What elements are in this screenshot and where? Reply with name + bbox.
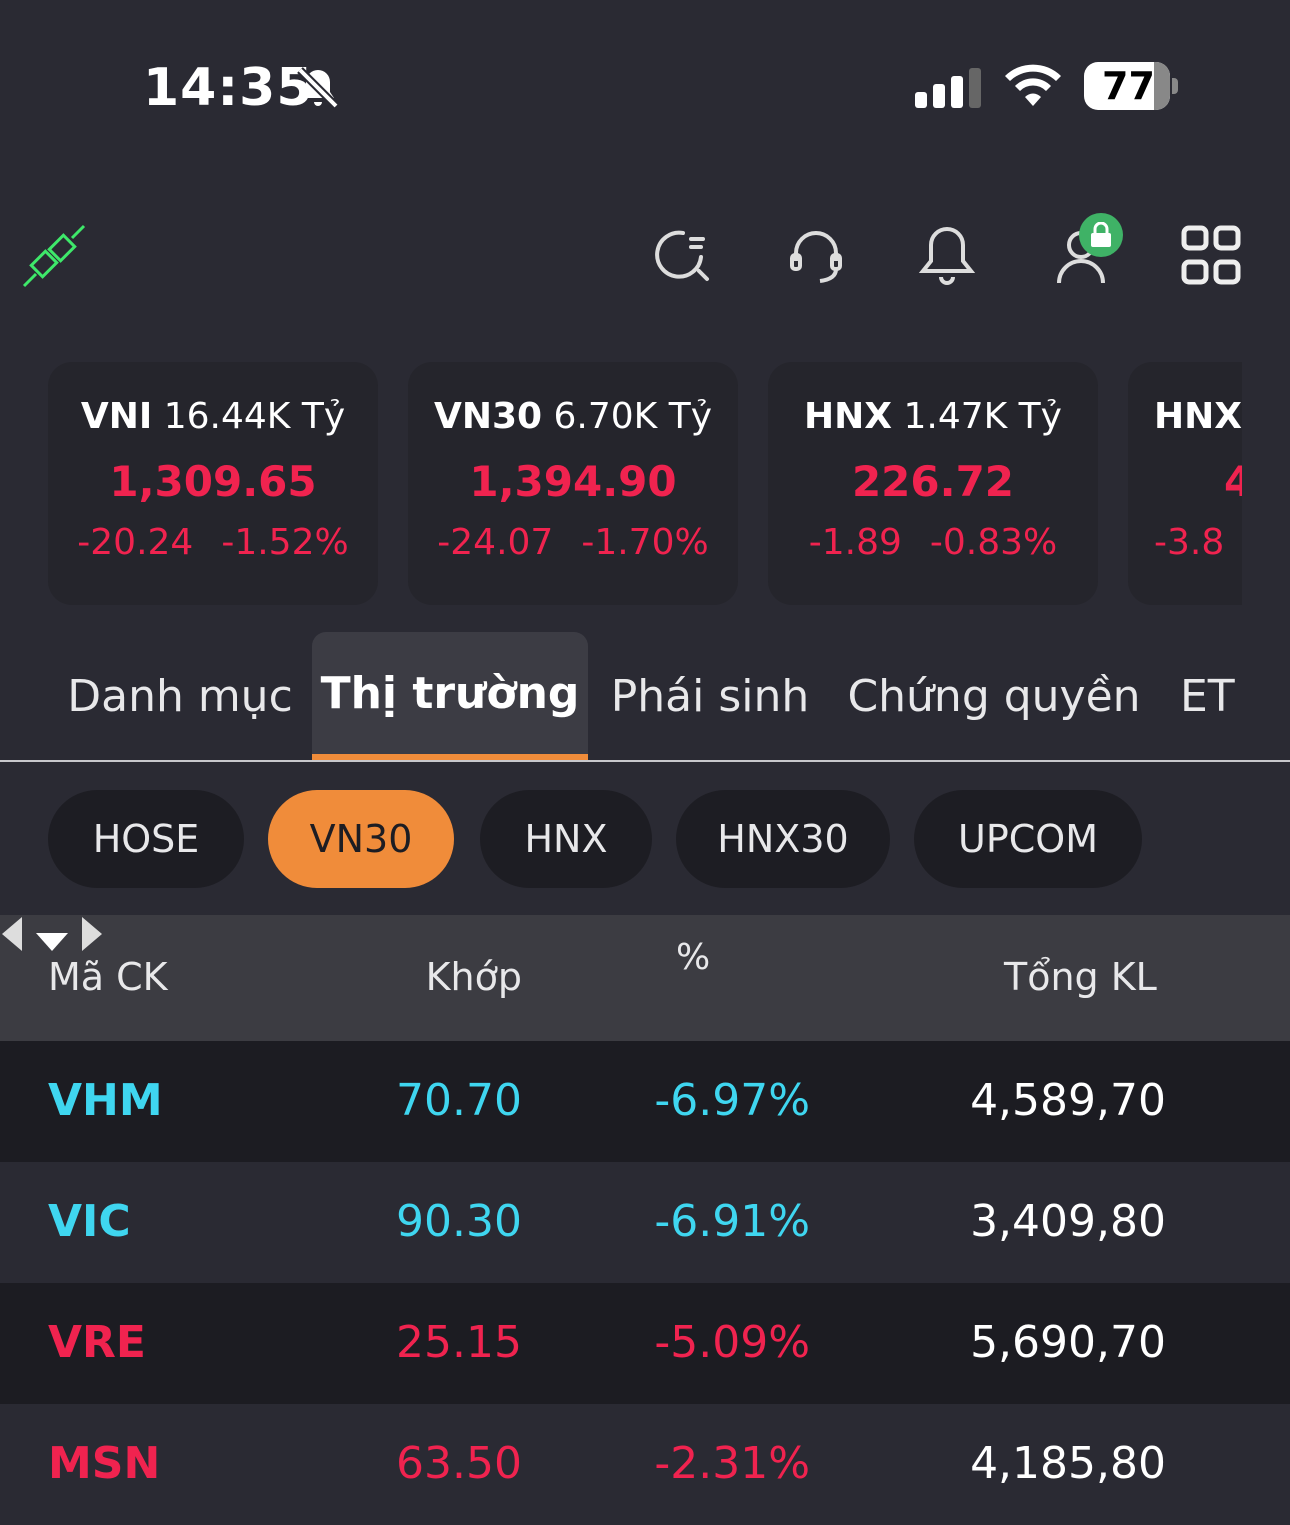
exchange-hose[interactable]: HOSE bbox=[48, 790, 244, 888]
index-card-vn30[interactable]: VN30 6.70K Tỷ 1,394.90 -24.07 -1.70% bbox=[408, 362, 738, 605]
symbol: VHM bbox=[48, 1075, 163, 1126]
symbol: MSN bbox=[48, 1438, 161, 1489]
price: 70.70 bbox=[396, 1075, 522, 1126]
table-header: Mã CK Khớp % Tổng KL bbox=[0, 915, 1290, 1041]
header-volume[interactable]: Tổng KL bbox=[1004, 955, 1157, 999]
index-value: 226.72 bbox=[851, 457, 1015, 506]
battery-cap bbox=[1172, 78, 1178, 94]
exchange-hnx30[interactable]: HNX30 bbox=[676, 790, 890, 888]
notification-bell-icon[interactable] bbox=[914, 222, 980, 288]
index-value: 1,309.65 bbox=[109, 457, 317, 506]
status-time: 14:35 bbox=[143, 58, 314, 118]
previous-column-icon[interactable] bbox=[0, 915, 24, 953]
table-row[interactable]: VRE 25.15 -5.09% 5,690,70 bbox=[0, 1283, 1290, 1404]
index-card-hnx[interactable]: HNX 1.47K Tỷ 226.72 -1.89 -0.83% bbox=[768, 362, 1098, 605]
index-cards-carousel[interactable]: VNI 16.44K Tỷ 1,309.65 -20.24 -1.52% VN30… bbox=[48, 362, 1242, 607]
exchange-hnx[interactable]: HNX bbox=[480, 790, 652, 888]
price: 63.50 bbox=[396, 1438, 522, 1489]
index-change: -24.07 bbox=[437, 522, 554, 563]
price: 90.30 bbox=[396, 1196, 522, 1247]
index-value-traded: 1.47K Tỷ bbox=[903, 396, 1062, 437]
index-change: -3.8 bbox=[1154, 522, 1225, 563]
index-change: -20.24 bbox=[77, 522, 194, 563]
index-name: VN30 bbox=[433, 396, 543, 437]
header-percent[interactable]: % bbox=[676, 937, 711, 978]
percent: -6.97% bbox=[654, 1075, 810, 1126]
percent: -2.31% bbox=[654, 1438, 810, 1489]
price: 25.15 bbox=[396, 1317, 522, 1368]
tab-danh-muc[interactable]: Danh mục bbox=[67, 670, 293, 722]
lock-badge-icon bbox=[1079, 213, 1123, 257]
tab-etf[interactable]: ET bbox=[1180, 670, 1235, 722]
index-name: VNI bbox=[80, 396, 153, 437]
index-value-traded: 16.44K Tỷ bbox=[163, 396, 346, 437]
percent: -6.91% bbox=[654, 1196, 810, 1247]
sort-descending-icon[interactable] bbox=[36, 933, 69, 953]
volume: 3,409,80 bbox=[970, 1196, 1166, 1247]
bell-off-icon bbox=[297, 67, 339, 109]
index-percent: -1.70% bbox=[581, 522, 709, 563]
index-percent: -1.52% bbox=[221, 522, 349, 563]
index-value-traded: 6.70K Tỷ bbox=[553, 396, 713, 437]
index-name: HNX bbox=[804, 396, 893, 437]
exchange-vn30[interactable]: VN30 bbox=[268, 790, 454, 888]
header-match[interactable]: Khớp bbox=[425, 955, 522, 999]
main-tabs: Danh mục Thị trường Phái sinh Chứng quyề… bbox=[0, 632, 1290, 762]
battery-icon: 77 bbox=[1084, 62, 1170, 110]
menu-grid-icon[interactable] bbox=[1178, 222, 1244, 288]
index-value: 1,394.90 bbox=[469, 457, 677, 506]
symbol: VRE bbox=[48, 1317, 146, 1368]
volume: 4,185,80 bbox=[970, 1438, 1166, 1489]
tab-thi-truong[interactable]: Thị trường bbox=[312, 632, 588, 760]
volume: 4,589,70 bbox=[970, 1075, 1166, 1126]
table-row[interactable]: VIC 90.30 -6.91% 3,409,80 bbox=[0, 1162, 1290, 1283]
battery-level: 77 bbox=[1102, 64, 1155, 108]
index-value: 4 bbox=[1224, 457, 1242, 506]
connection-plug-icon[interactable] bbox=[22, 224, 86, 288]
index-card-vni[interactable]: VNI 16.44K Tỷ 1,309.65 -20.24 -1.52% bbox=[48, 362, 378, 605]
exchange-upcom[interactable]: UPCOM bbox=[914, 790, 1142, 888]
search-icon[interactable] bbox=[650, 222, 716, 288]
index-percent: -0.83% bbox=[929, 522, 1058, 563]
volume: 5,690,70 bbox=[970, 1317, 1166, 1368]
tab-chung-quyen[interactable]: Chứng quyền bbox=[847, 670, 1141, 722]
index-name: HNX3 bbox=[1154, 396, 1242, 437]
signal-icon bbox=[915, 66, 981, 108]
index-card-hnx30[interactable]: HNX3 4 -3.8 bbox=[1128, 362, 1242, 605]
symbol: VIC bbox=[48, 1196, 131, 1247]
tab-phai-sinh[interactable]: Phái sinh bbox=[610, 670, 810, 722]
index-change: -1.89 bbox=[808, 522, 902, 563]
table-row[interactable]: VHM 70.70 -6.97% 4,589,70 bbox=[0, 1041, 1290, 1162]
table-row[interactable]: MSN 63.50 -2.31% 4,185,80 bbox=[0, 1404, 1290, 1525]
wifi-icon bbox=[1005, 64, 1061, 106]
header-symbol[interactable]: Mã CK bbox=[48, 955, 168, 999]
headset-icon[interactable] bbox=[783, 222, 849, 288]
next-column-icon[interactable] bbox=[80, 915, 104, 953]
percent: -5.09% bbox=[654, 1317, 810, 1368]
